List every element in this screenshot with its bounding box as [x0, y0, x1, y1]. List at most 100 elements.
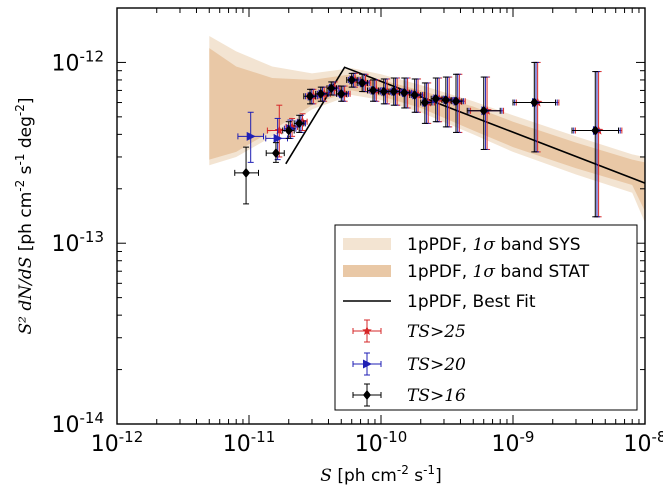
x-tick-base: 10	[91, 432, 119, 457]
best-fit-line	[285, 66, 645, 184]
data-point-ts-16	[315, 86, 328, 102]
y-axis-unit-exp: -2	[13, 180, 27, 192]
legend-label-math: TS	[407, 355, 430, 375]
y-axis-unit-exp: -2	[13, 104, 27, 116]
y-tick-exponent: -13	[80, 228, 105, 246]
point-marker	[530, 97, 539, 108]
legend-entry: TS>16	[352, 383, 466, 407]
y-tick-base: 10	[52, 413, 80, 438]
legend-label-math: 1σ	[473, 235, 496, 255]
x-axis-label: S [ph cm-2 s-1]	[320, 463, 441, 486]
legend-label: 1pPDF, 1σ band SYS	[407, 235, 581, 255]
point-marker	[479, 105, 488, 116]
point-marker	[295, 118, 304, 129]
x-tick-exponent: -10	[383, 428, 408, 446]
x-tick-exponent: -12	[119, 428, 144, 446]
band-stat	[209, 48, 645, 212]
point-marker	[246, 131, 256, 141]
data-point-ts-16	[450, 73, 463, 133]
y-axis-label-group: S² dN/dS [ph cm-2 s-1 deg-2]	[13, 97, 36, 334]
y-tick-base: 10	[52, 51, 80, 76]
band-sys	[209, 36, 645, 223]
data-point-ts-16	[234, 146, 259, 205]
x-tick-label: 10-10	[355, 428, 408, 457]
point-marker	[400, 87, 409, 98]
data-point-ts-16	[441, 76, 452, 128]
data-point-ts-16	[265, 142, 285, 163]
x-tick-base: 10	[624, 432, 652, 457]
legend-label: TS>25	[407, 322, 466, 342]
point-marker	[242, 167, 251, 178]
point-marker	[379, 86, 388, 97]
point-marker	[369, 85, 378, 96]
x-tick-base: 10	[492, 432, 520, 457]
legend-label-rel: >20	[430, 355, 466, 375]
legend-box	[334, 224, 638, 411]
point-marker	[271, 148, 280, 159]
legend-label: 1pPDF, Best Fit	[407, 292, 536, 312]
series-ts-16	[234, 61, 620, 218]
data-point-ts-16	[356, 73, 368, 93]
x-tick-exponent: -9	[520, 428, 535, 446]
x-tick-label: 10-12	[91, 428, 144, 457]
point-marker	[389, 86, 398, 97]
point-marker	[306, 91, 315, 102]
point-marker	[358, 77, 367, 88]
axes: 10-12 10-11 10-10 10-9 10-810-1410-1310-12S …	[13, 7, 663, 486]
y-axis-label: S² dN/dS [ph cm-2 s-1 deg-2]	[13, 97, 36, 334]
data-point-ts-16	[335, 85, 348, 102]
point-marker	[420, 97, 429, 108]
legend-label: TS>16	[407, 386, 466, 406]
x-axis-unit: ]	[435, 466, 442, 486]
point-marker	[591, 125, 600, 136]
point-marker	[273, 133, 283, 143]
data-point-ts-16	[420, 82, 432, 124]
line-layer	[285, 66, 645, 184]
x-tick-exponent: -8	[652, 428, 663, 446]
y-axis-unit-exp: -1	[13, 154, 27, 166]
legend-marker	[363, 359, 372, 369]
legend-marker	[363, 390, 371, 400]
legend-label-math: TS	[407, 322, 430, 342]
y-axis-symbol: S² dN/dS	[16, 257, 36, 335]
legend-entry: TS>25	[352, 319, 466, 343]
x-tick-label: 10-8	[624, 428, 663, 457]
legend-label-rel: >25	[430, 322, 466, 342]
x-axis-unit-exp: -2	[397, 463, 409, 477]
point-marker	[452, 96, 461, 107]
y-tick-base: 10	[52, 232, 80, 257]
x-tick-label: 10-11	[223, 428, 276, 457]
point-marker	[284, 125, 293, 136]
x-axis-unit-exp: -1	[423, 463, 435, 477]
legend-label-rel: >16	[430, 386, 466, 406]
x-axis-unit: [ph cm	[332, 466, 397, 486]
x-tick-base: 10	[355, 432, 383, 457]
y-axis-unit: deg	[16, 116, 36, 153]
data-point-ts-16	[409, 78, 422, 113]
point-marker	[431, 93, 440, 104]
legend-label: TS>20	[407, 355, 466, 375]
y-tick-label: 10-12	[52, 47, 105, 76]
data-point-ts-16	[282, 121, 295, 139]
point-marker	[347, 74, 356, 85]
points-layer	[234, 61, 623, 218]
y-axis-unit: ]	[16, 97, 36, 104]
y-tick-exponent: -14	[80, 409, 105, 427]
data-point-ts-20	[237, 111, 264, 163]
y-axis-unit: [ph cm	[16, 192, 36, 257]
legend-label-prefix: 1pPDF,	[407, 262, 473, 282]
legend-swatch	[343, 238, 391, 250]
y-axis-unit: s	[16, 165, 36, 179]
point-marker	[337, 88, 346, 99]
legend-swatch	[343, 265, 391, 277]
legend-entry: 1pPDF, Best Fit	[343, 292, 536, 312]
point-marker	[274, 125, 284, 135]
legend-label-math: 1σ	[473, 262, 496, 282]
legend-label-prefix: 1pPDF,	[407, 235, 473, 255]
data-point-ts-16	[430, 77, 443, 123]
data-point-ts-16	[512, 61, 557, 153]
point-marker	[441, 94, 450, 105]
point-marker	[410, 90, 419, 101]
